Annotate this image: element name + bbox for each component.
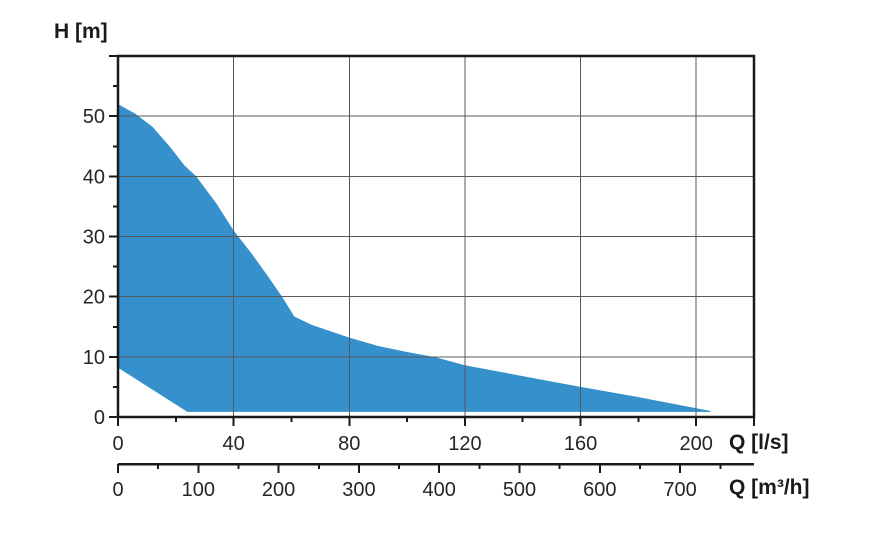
x-tick-label: 120	[448, 433, 481, 455]
y-tick-label: 20	[83, 287, 105, 309]
x-axis-primary-title: Q [l/s]	[729, 431, 789, 454]
x-tick-label: 80	[338, 433, 360, 455]
secondary-x-tick-label: 700	[663, 479, 696, 501]
y-tick-label: 30	[83, 227, 105, 249]
secondary-x-tick-label: 500	[503, 479, 536, 501]
secondary-x-tick-label: 300	[342, 479, 375, 501]
secondary-x-tick-label: 0	[112, 479, 123, 501]
secondary-x-tick-label: 100	[182, 479, 215, 501]
y-axis-title: H [m]	[54, 20, 108, 43]
y-tick-label: 0	[94, 407, 105, 429]
y-tick-label: 50	[83, 106, 105, 128]
x-tick-label: 0	[112, 433, 123, 455]
secondary-x-tick-label: 400	[423, 479, 456, 501]
secondary-x-tick-label: 600	[583, 479, 616, 501]
x-axis-secondary-title: Q [m³/h]	[729, 476, 810, 499]
x-tick-label: 160	[564, 433, 597, 455]
y-tick-label: 10	[83, 347, 105, 369]
x-tick-label: 200	[679, 433, 712, 455]
y-tick-label: 40	[83, 166, 105, 188]
secondary-x-tick-label: 200	[262, 479, 295, 501]
operating-range-area	[118, 104, 711, 412]
x-tick-label: 40	[223, 433, 245, 455]
